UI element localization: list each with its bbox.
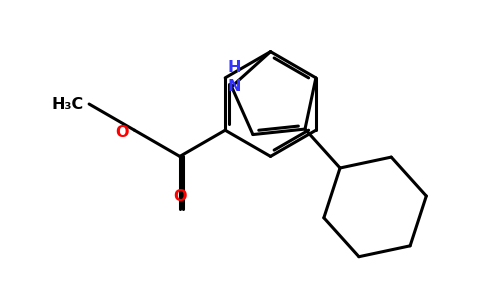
- Text: H: H: [227, 60, 241, 75]
- Text: O: O: [173, 188, 186, 203]
- Text: O: O: [116, 125, 129, 140]
- Text: H₃C: H₃C: [52, 97, 84, 112]
- Text: N: N: [227, 79, 241, 94]
